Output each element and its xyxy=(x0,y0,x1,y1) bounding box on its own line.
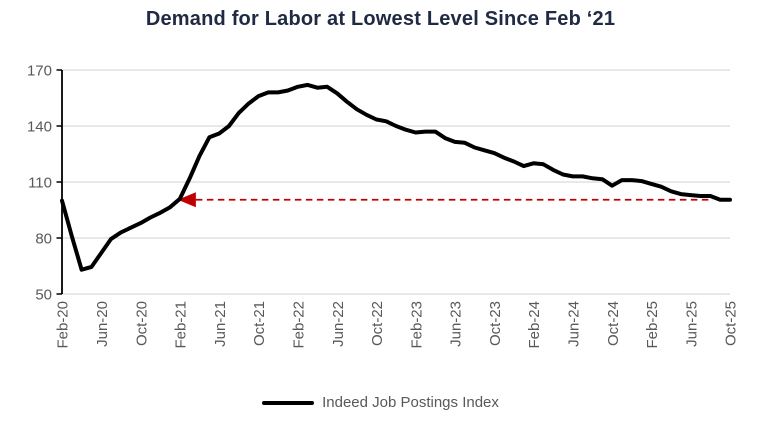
x-axis-tick-label: Feb-21 xyxy=(173,301,190,349)
x-axis-tick-label: Jun-21 xyxy=(212,301,229,347)
legend-line-swatch xyxy=(262,400,315,405)
data-line-indeed-job-postings-index xyxy=(60,82,732,272)
x-axis-tick-label: Oct-25 xyxy=(723,301,740,346)
x-axis-tick-label: Oct-24 xyxy=(605,301,622,346)
legend: Indeed Job Postings Index xyxy=(0,394,761,411)
y-axis-tick-label: 170 xyxy=(27,63,52,80)
x-axis-tick-label: Oct-22 xyxy=(369,301,386,346)
x-axis-tick-label: Jun-24 xyxy=(566,301,583,347)
data-series xyxy=(60,82,732,272)
x-axis-tick-label: Feb-25 xyxy=(644,301,661,349)
x-axis-tick-label: Jun-22 xyxy=(330,301,347,347)
annotation-arrowhead-icon xyxy=(177,192,196,208)
y-axis-tick-label: 50 xyxy=(35,287,52,304)
x-axis-tick-label: Feb-22 xyxy=(290,301,307,349)
x-axis-tick-label: Feb-24 xyxy=(526,301,543,349)
x-axis-tick-label: Feb-20 xyxy=(55,301,72,349)
y-axis-tick-label: 110 xyxy=(28,175,52,192)
x-axis-tick-label: Jun-23 xyxy=(448,301,465,347)
x-axis-tick-label: Oct-20 xyxy=(133,301,150,346)
annotation-dashed-arrow xyxy=(177,192,713,208)
y-axis-tick-label: 80 xyxy=(35,231,52,248)
chart-title: Demand for Labor at Lowest Level Since F… xyxy=(145,8,616,30)
x-axis-tick-label: Jun-20 xyxy=(94,301,111,347)
x-axis-tick-label: Jun-25 xyxy=(683,301,700,347)
y-axis-tick-label: 140 xyxy=(27,119,52,136)
legend-label: Indeed Job Postings Index xyxy=(322,394,499,411)
axes xyxy=(56,69,63,295)
x-axis-tick-label: Oct-23 xyxy=(487,301,504,346)
x-axis-tick-label: Feb-23 xyxy=(408,301,425,349)
x-axis-tick-label: Oct-21 xyxy=(251,301,268,346)
